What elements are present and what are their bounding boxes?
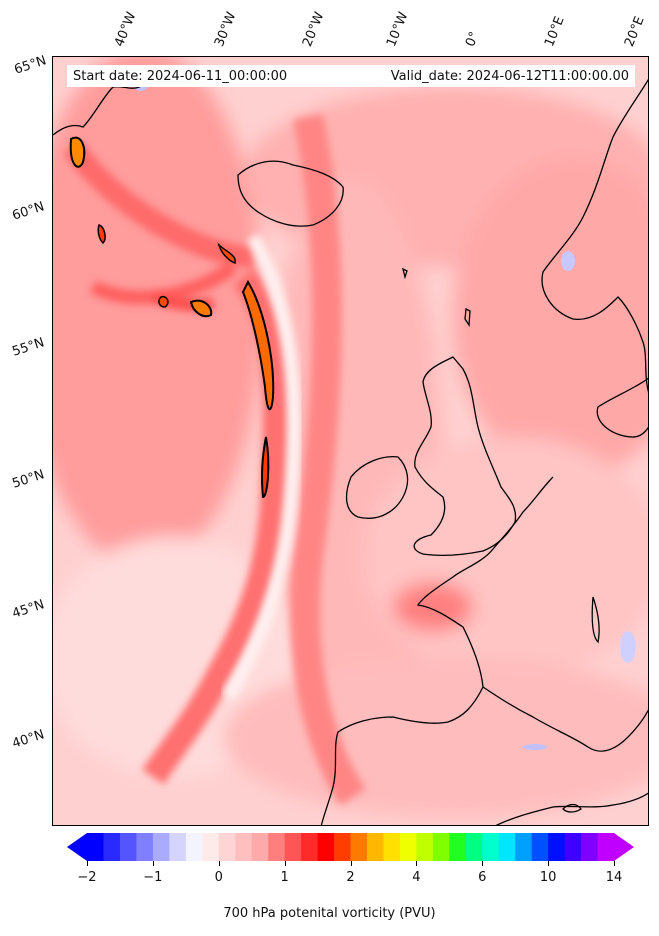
colorbar-tick-label: −1 — [143, 870, 163, 885]
colorbar-cell — [366, 833, 384, 861]
lon-label-10w: 10°W — [384, 10, 412, 49]
pv-field-broad — [53, 57, 648, 817]
colorbar-cell — [202, 833, 220, 861]
colorbar-cell — [169, 833, 187, 861]
lat-label-65n: 65°N — [12, 53, 49, 78]
colorbar-tickmark — [350, 861, 352, 866]
map-panel: Start date: 2024-06-11_00:00:00 Valid_da… — [52, 56, 649, 826]
colorbar-cell — [465, 833, 483, 861]
colorbar-tickmark — [416, 861, 418, 866]
colorbar-cell — [301, 833, 319, 861]
colorbar-cell — [119, 833, 137, 861]
colorbar-cell — [152, 833, 170, 861]
lat-label-45n: 45°N — [10, 597, 47, 622]
colorbar-over-extend — [614, 833, 634, 861]
colorbar-tick-label: 0 — [214, 870, 223, 885]
lat-label-50n: 50°N — [10, 467, 47, 492]
colorbar-tick-label: 4 — [412, 870, 421, 885]
valid-date-label: Valid_date: 2024-06-12T11:00:00.00 — [390, 68, 629, 84]
lon-label-20e: 20°E — [622, 14, 648, 49]
colorbar-under-extend — [67, 833, 87, 861]
colorbar-cell — [548, 833, 566, 861]
lon-label-40w: 40°W — [112, 10, 140, 49]
coastlines — [53, 79, 648, 825]
colorbar-cell — [564, 833, 582, 861]
colorbar-cells — [87, 833, 615, 861]
colorbar-tickmark — [482, 861, 484, 866]
colorbar-label: 700 hPa potenital vorticity (PVU) — [223, 906, 436, 921]
colorbar-cell — [103, 833, 121, 861]
colorbar-cell — [235, 833, 253, 861]
colorbar-tickmark — [614, 861, 615, 866]
colorbar-cell — [350, 833, 368, 861]
lon-label-20w: 20°W — [300, 10, 328, 49]
colorbar-tick-label: 1 — [280, 870, 289, 885]
colorbar-cell — [268, 833, 286, 861]
colorbar-cell — [251, 833, 269, 861]
pv-negative-patches — [135, 83, 636, 750]
colorbar-cell — [597, 833, 615, 861]
colorbar-tick-label: 6 — [478, 870, 487, 885]
colorbar-cell — [87, 833, 104, 861]
pv-low-band — [221, 233, 302, 701]
lon-label-10e: 10°E — [542, 14, 568, 49]
colorbar-cell — [136, 833, 154, 861]
colorbar-cell — [218, 833, 236, 861]
colorbar-cell — [317, 833, 335, 861]
colorbar-cell — [515, 833, 533, 861]
header-info-box: Start date: 2024-06-11_00:00:00 Valid_da… — [67, 65, 635, 87]
colorbar-tickmark — [218, 861, 220, 866]
colorbar-cell — [383, 833, 401, 861]
colorbar-tickmark — [87, 861, 88, 866]
colorbar-tickmark — [284, 861, 286, 866]
colorbar-tick-label: −2 — [77, 870, 97, 885]
colorbar-tick-label: 2 — [346, 870, 355, 885]
lon-label-0: 0° — [463, 29, 483, 49]
colorbar-cell — [581, 833, 599, 861]
lat-label-55n: 55°N — [10, 335, 47, 360]
colorbar-tickmark — [152, 861, 154, 866]
colorbar — [67, 833, 634, 861]
start-date-label: Start date: 2024-06-11_00:00:00 — [73, 68, 288, 84]
colorbar-cell — [416, 833, 434, 861]
colorbar-cell — [482, 833, 500, 861]
pv-field-bands — [63, 113, 366, 806]
colorbar-cell — [284, 833, 302, 861]
colorbar-cell — [185, 833, 203, 861]
lat-label-40n: 40°N — [10, 727, 47, 752]
colorbar-tickmark — [548, 861, 550, 866]
colorbar-cell — [449, 833, 467, 861]
colorbar-cell — [531, 833, 549, 861]
colorbar-cell — [498, 833, 516, 861]
colorbar-tick-label: 14 — [605, 870, 623, 885]
colorbar-cell — [399, 833, 417, 861]
colorbar-tick-label: 10 — [539, 870, 557, 885]
pv-high-contours — [69, 136, 275, 499]
colorbar-cell — [334, 833, 351, 861]
lon-label-30w: 30°W — [212, 10, 240, 49]
pv-field-map: Start date: 2024-06-11_00:00:00 Valid_da… — [53, 57, 648, 825]
colorbar-cell — [432, 833, 450, 861]
lat-label-60n: 60°N — [10, 199, 47, 224]
